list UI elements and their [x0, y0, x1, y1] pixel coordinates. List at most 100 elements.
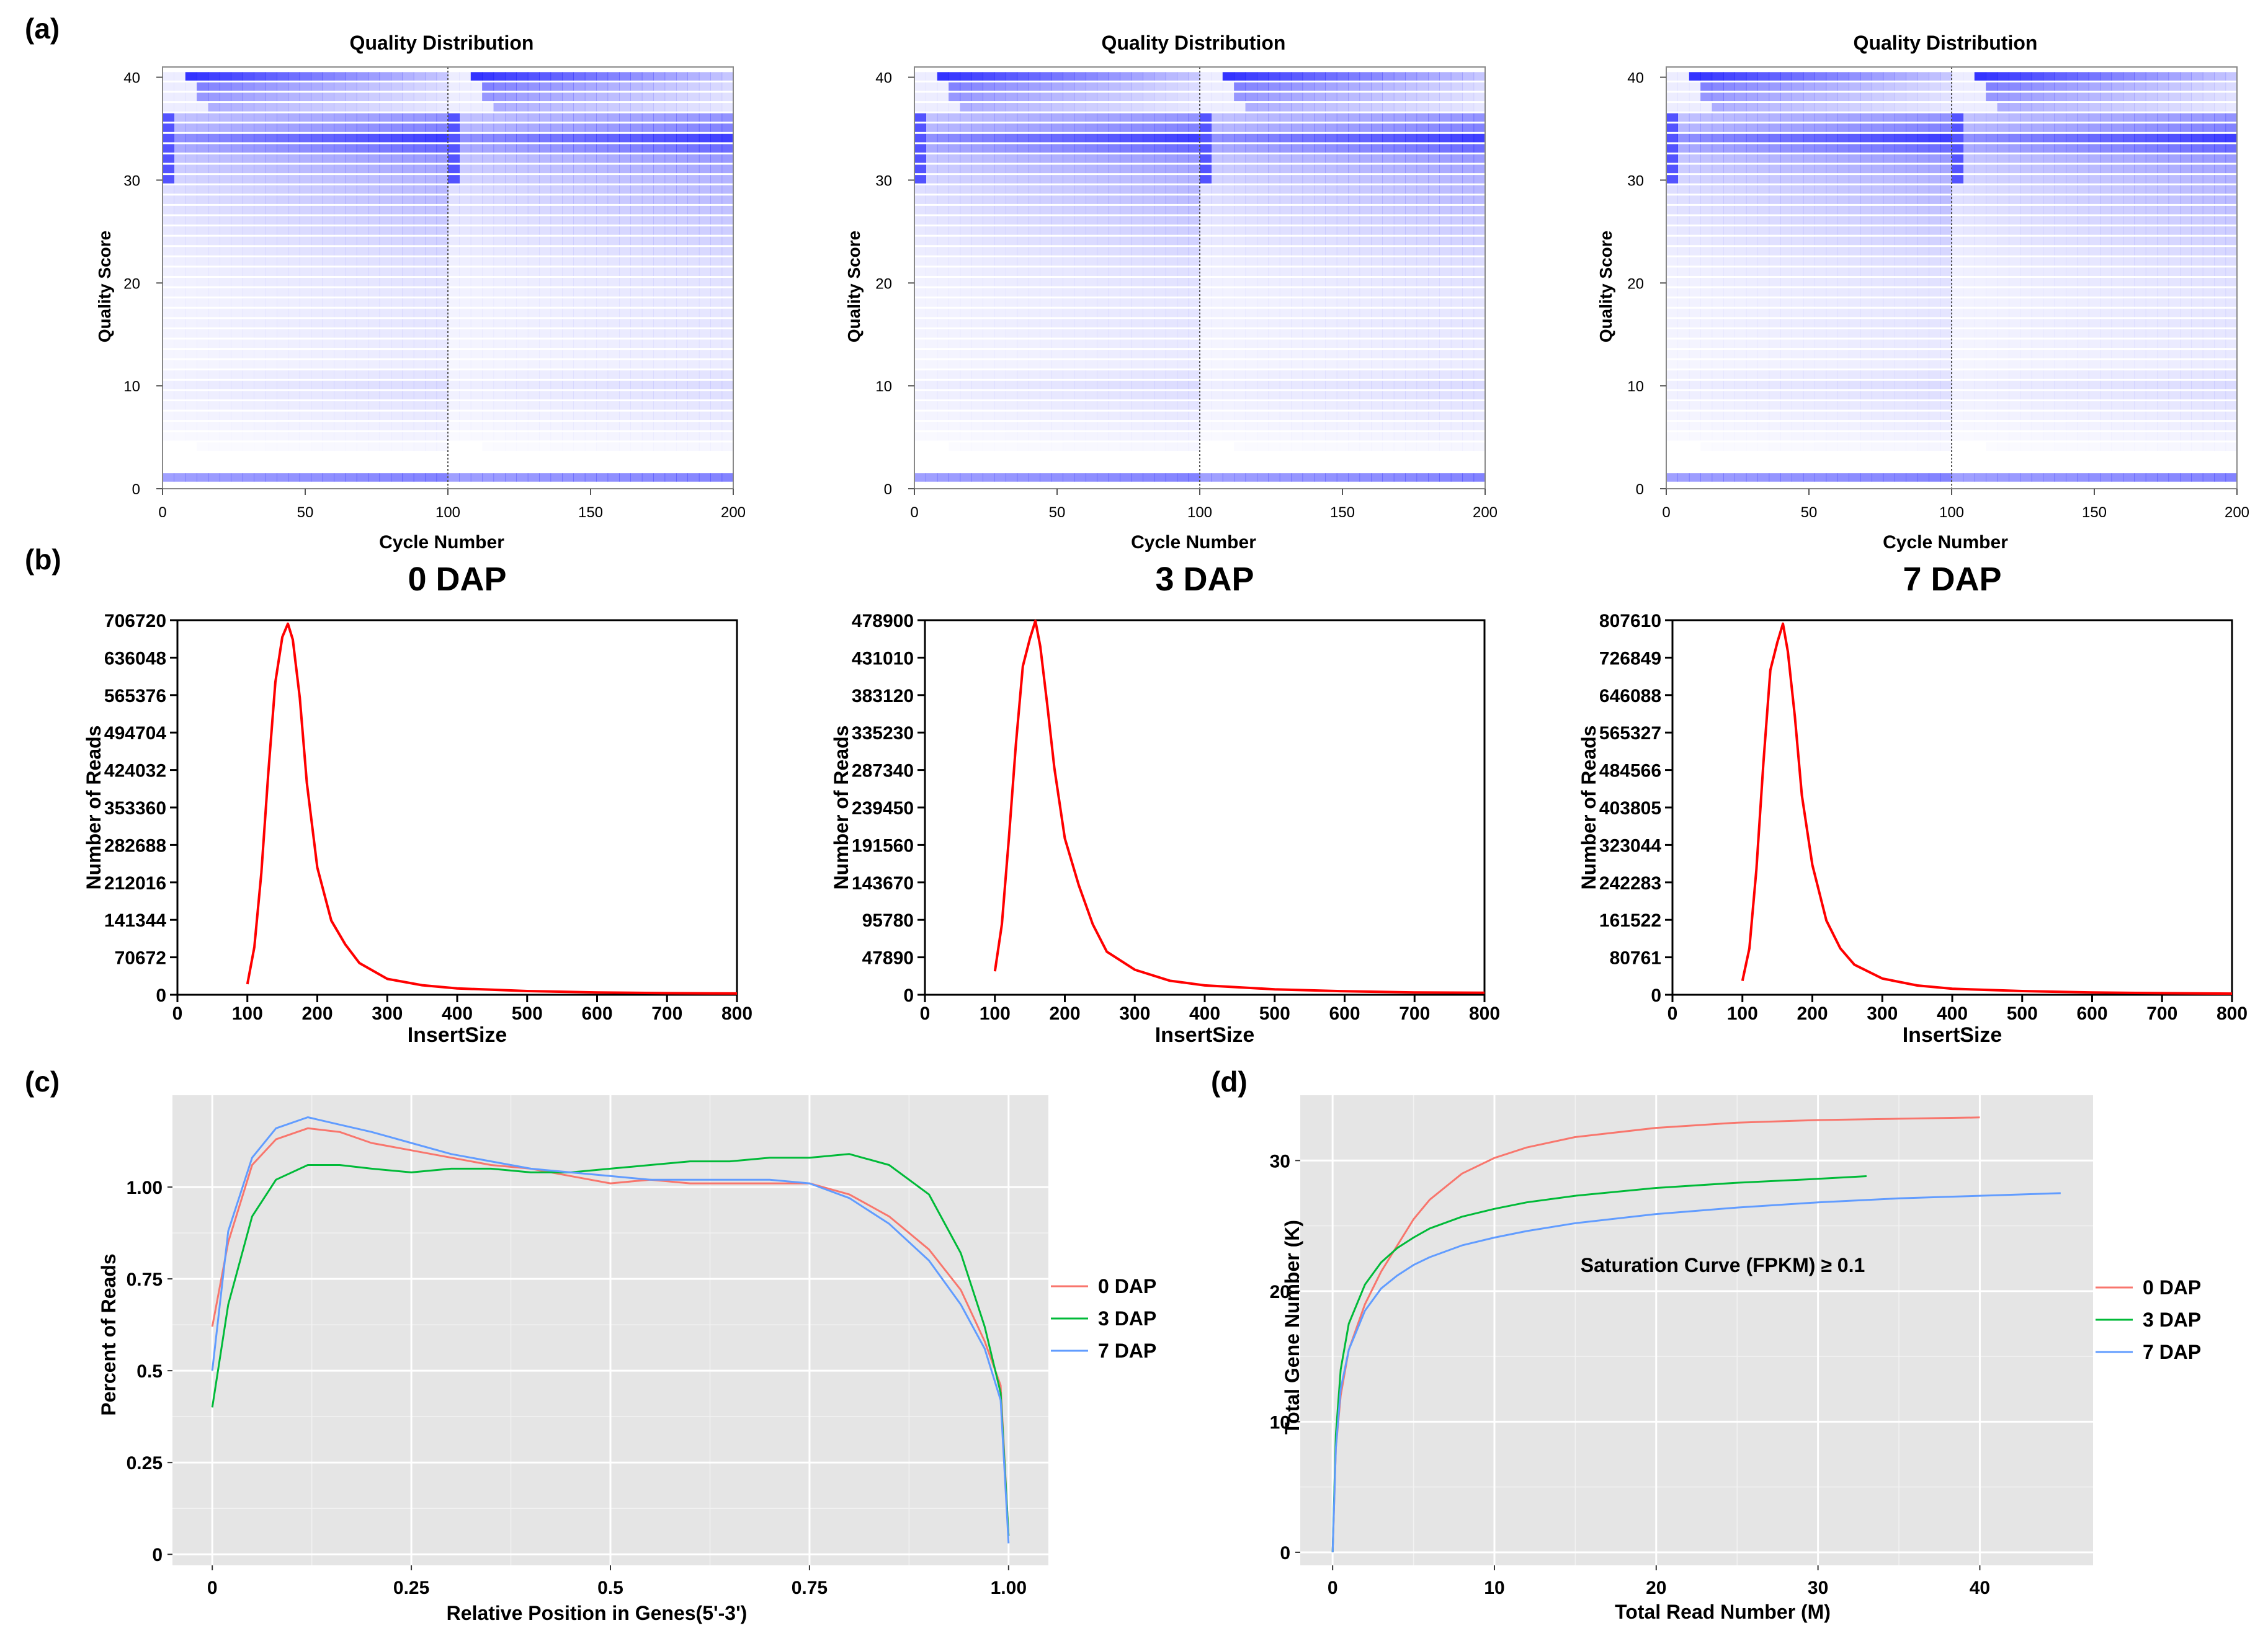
- heatmap-cell: [231, 329, 243, 338]
- heatmap-cell: [1291, 216, 1303, 225]
- heatmap-cell: [1268, 257, 1280, 266]
- heatmap-cell: [699, 473, 711, 482]
- heatmap-cell: [1336, 422, 1349, 430]
- heatmap-cell: [1462, 226, 1475, 235]
- heatmap-cell: [1734, 422, 1747, 430]
- heatmap-cell: [1666, 380, 1678, 389]
- heatmap-cell: [1906, 267, 1918, 277]
- heatmap-cell: [1405, 267, 1418, 277]
- heatmap-cell: [1245, 267, 1257, 277]
- heatmap-cell: [311, 205, 323, 215]
- heatmap-cell: [664, 216, 677, 225]
- heatmap-cell: [174, 370, 186, 379]
- heatmap-cell: [174, 360, 186, 369]
- heatmap-cell: [630, 401, 643, 410]
- heatmap-cell: [311, 422, 323, 430]
- heatmap-cell: [1382, 92, 1395, 102]
- heatmap-cell: [1257, 329, 1269, 338]
- heatmap-cell: [1769, 247, 1781, 256]
- heatmap-cell: [425, 370, 437, 379]
- heatmap-cell: [1074, 267, 1086, 277]
- heatmap-cell: [1359, 422, 1372, 430]
- heatmap-cell: [1405, 442, 1417, 451]
- heatmap-cell: [926, 298, 938, 307]
- heatmap-cell: [1393, 92, 1406, 102]
- heatmap-cell: [197, 278, 209, 287]
- heatmap-cell: [687, 82, 700, 91]
- heatmap-cell: [2088, 226, 2101, 235]
- heatmap-cell: [1906, 247, 1918, 256]
- heatmap-cell: [1097, 195, 1109, 204]
- heatmap-cell: [470, 144, 483, 153]
- heatmap-cell: [994, 391, 1006, 400]
- heatmap-cell: [1849, 350, 1861, 358]
- heatmap-cell: [562, 401, 574, 410]
- heatmap-cell: [664, 123, 677, 132]
- heatmap-cell: [1780, 370, 1792, 379]
- heatmap-cell: [2134, 370, 2146, 379]
- heatmap-cell: [1245, 360, 1257, 369]
- heatmap-cell: [2202, 401, 2215, 410]
- heatmap-cell: [436, 370, 449, 379]
- heatmap-cell: [527, 370, 540, 379]
- heatmap-cell: [1473, 164, 1486, 174]
- heatmap-cell: [1336, 92, 1349, 102]
- heatmap-cell: [288, 164, 300, 174]
- heatmap-cell: [322, 329, 334, 338]
- heatmap-cell: [220, 92, 231, 102]
- heatmap-cell: [1211, 133, 1223, 143]
- heatmap-cell: [1120, 195, 1132, 204]
- heatmap-cell: [1917, 247, 1929, 256]
- heatmap-cell: [1929, 257, 1941, 266]
- heatmap-cell: [1131, 185, 1143, 194]
- heatmap-cell: [1017, 144, 1029, 153]
- heatmap-cell: [1974, 226, 1986, 235]
- heatmap-cell: [345, 236, 357, 246]
- heatmap-cell: [1006, 123, 1018, 132]
- heatmap-cell: [436, 401, 449, 410]
- heatmap-cell: [459, 113, 471, 122]
- heatmap-cell: [425, 236, 437, 246]
- heatmap-cell: [1280, 442, 1292, 451]
- heatmap-cell: [596, 103, 609, 112]
- heatmap-cell: [960, 236, 972, 246]
- heatmap-cell: [2145, 339, 2158, 349]
- heatmap-cell: [1895, 401, 1906, 410]
- heatmap-cell: [983, 82, 995, 91]
- heatmap-cell: [185, 288, 197, 297]
- heatmap-cell: [505, 175, 517, 184]
- heatmap-cell: [1200, 72, 1212, 81]
- heatmap-cell: [1063, 319, 1075, 327]
- heatmap-cell: [1097, 298, 1109, 307]
- heatmap-cell: [185, 92, 197, 102]
- heatmap-cell: [1906, 226, 1918, 235]
- heatmap-cell: [1815, 257, 1827, 266]
- heatmap-cell: [242, 288, 254, 297]
- heatmap-cell: [208, 216, 220, 225]
- heatmap-cell: [1473, 360, 1486, 369]
- heatmap-cell: [2054, 236, 2066, 246]
- heatmap-cell: [425, 123, 437, 132]
- heatmap-cell: [1211, 308, 1223, 318]
- heatmap-cell: [960, 298, 972, 307]
- heatmap-cell: [1291, 360, 1303, 369]
- heatmap-cell: [1986, 411, 1998, 420]
- heatmap-cell: [2054, 319, 2066, 327]
- heatmap-cell: [2088, 432, 2101, 441]
- heatmap-cell: [949, 103, 961, 112]
- heatmap-cell: [994, 370, 1006, 379]
- heatmap-cell: [1222, 308, 1234, 318]
- heatmap-cell: [197, 133, 209, 143]
- heatmap-cell: [2157, 473, 2169, 482]
- heatmap-cell: [345, 247, 357, 256]
- heatmap-cell: [1450, 298, 1463, 307]
- heatmap-cell: [1723, 288, 1735, 297]
- heatmap-cell: [1200, 329, 1212, 338]
- heatmap-cell: [1257, 113, 1269, 122]
- heatmap-cell: [482, 267, 494, 277]
- heatmap-cell: [1405, 391, 1418, 400]
- heatmap-cell: [687, 432, 700, 441]
- heatmap-cell: [197, 298, 209, 307]
- heatmap-cell: [630, 185, 643, 194]
- heatmap-cell: [539, 226, 551, 235]
